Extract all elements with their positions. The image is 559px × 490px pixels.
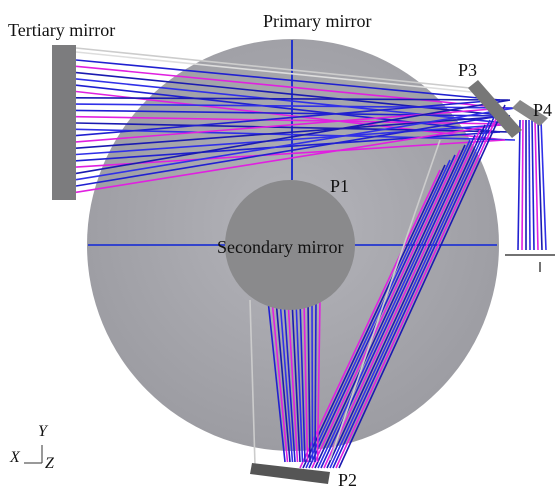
axis-label: Z: [45, 455, 55, 472]
label: P1: [330, 176, 349, 196]
ray: [535, 120, 538, 250]
label: P3: [458, 60, 477, 80]
label: P2: [338, 470, 357, 490]
ray: [518, 120, 520, 250]
ray: [312, 300, 313, 462]
label: Primary mirror: [263, 11, 371, 31]
tertiary-mirror: [52, 45, 76, 200]
ray: [315, 300, 316, 462]
axis-label: Y: [38, 423, 49, 440]
axis-label: X: [9, 449, 21, 466]
label: Secondary mirror: [217, 237, 343, 257]
diagram: Tertiary mirror Primary mirror P3 P4 P1 …: [0, 0, 559, 490]
ray: [529, 120, 530, 250]
label: P4: [533, 100, 552, 120]
ray: [76, 98, 510, 100]
ray: [532, 120, 534, 250]
label: Tertiary mirror: [8, 20, 115, 40]
ray: [522, 120, 523, 250]
